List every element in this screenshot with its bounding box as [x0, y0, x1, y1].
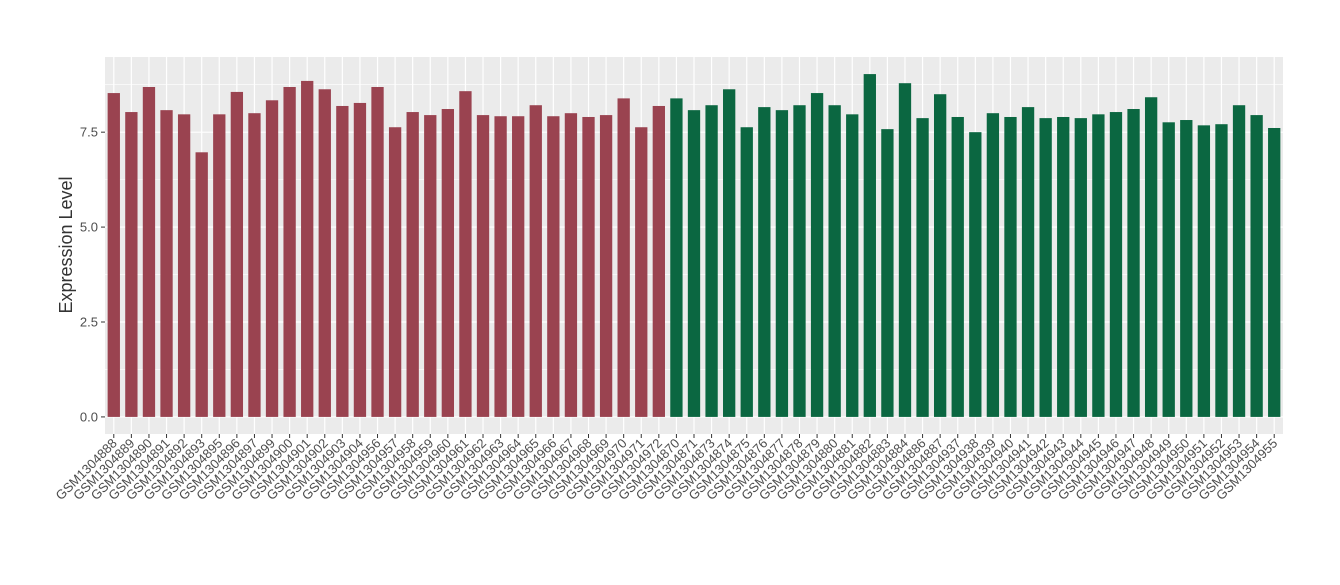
- bar: [230, 91, 244, 417]
- y-tick-label: 7.5: [80, 125, 98, 140]
- bar: [265, 100, 279, 417]
- y-axis-label: Expression Level: [56, 176, 76, 313]
- bar: [1127, 109, 1140, 417]
- bar: [1144, 97, 1158, 417]
- bar: [125, 112, 138, 417]
- bar: [1197, 125, 1211, 417]
- bar: [177, 114, 191, 417]
- bar: [1074, 118, 1087, 417]
- y-tick-label: 0.0: [80, 409, 98, 424]
- bar: [318, 89, 331, 417]
- bar: [582, 116, 595, 417]
- bar: [916, 118, 929, 417]
- bar: [160, 110, 173, 417]
- bar: [1268, 127, 1281, 417]
- bar: [1232, 105, 1246, 417]
- bar: [459, 91, 472, 417]
- bar: [248, 113, 261, 417]
- bar: [424, 115, 437, 417]
- bar: [810, 93, 824, 417]
- bar: [107, 93, 120, 417]
- bar: [881, 129, 894, 417]
- bar: [1162, 122, 1175, 417]
- bar: [406, 112, 419, 417]
- bar: [933, 94, 947, 417]
- bar: [564, 113, 578, 417]
- bar: [336, 105, 349, 417]
- bar: [1180, 120, 1193, 417]
- bar: [1215, 124, 1228, 417]
- bar: [1057, 116, 1070, 417]
- bar: [1004, 116, 1017, 417]
- bar: [512, 116, 525, 417]
- bar: [617, 98, 630, 417]
- bar: [301, 80, 314, 417]
- bar: [863, 74, 876, 417]
- bar: [529, 105, 542, 417]
- bar: [705, 105, 718, 417]
- bar: [828, 105, 841, 417]
- bar: [1021, 107, 1035, 417]
- bar: [1039, 118, 1052, 417]
- bar: [1250, 115, 1263, 417]
- bar: [986, 113, 1000, 417]
- bar: [388, 127, 402, 417]
- bar: [775, 110, 789, 417]
- bar: [723, 89, 736, 417]
- bar: [740, 127, 753, 417]
- bar: [793, 105, 806, 417]
- bar: [670, 98, 683, 417]
- bar: [547, 116, 560, 417]
- bar: [951, 116, 964, 417]
- bar: [758, 107, 771, 417]
- bar: [476, 115, 490, 417]
- bar: [969, 132, 982, 417]
- bar: [195, 152, 208, 417]
- bar: [599, 115, 613, 417]
- bar: [213, 114, 226, 417]
- bar: [283, 86, 296, 417]
- bar: [371, 86, 384, 417]
- bar: [635, 127, 648, 417]
- bar: [898, 83, 912, 417]
- bar: [353, 102, 367, 417]
- bar: [1092, 114, 1105, 417]
- bar: [142, 86, 156, 417]
- bar: [846, 114, 859, 417]
- bar: [687, 110, 701, 417]
- y-tick-label: 2.5: [80, 315, 98, 330]
- bar: [652, 105, 665, 417]
- y-tick-label: 5.0: [80, 220, 98, 235]
- bar: [494, 116, 507, 417]
- bar: [1109, 112, 1123, 417]
- bar: [441, 109, 455, 417]
